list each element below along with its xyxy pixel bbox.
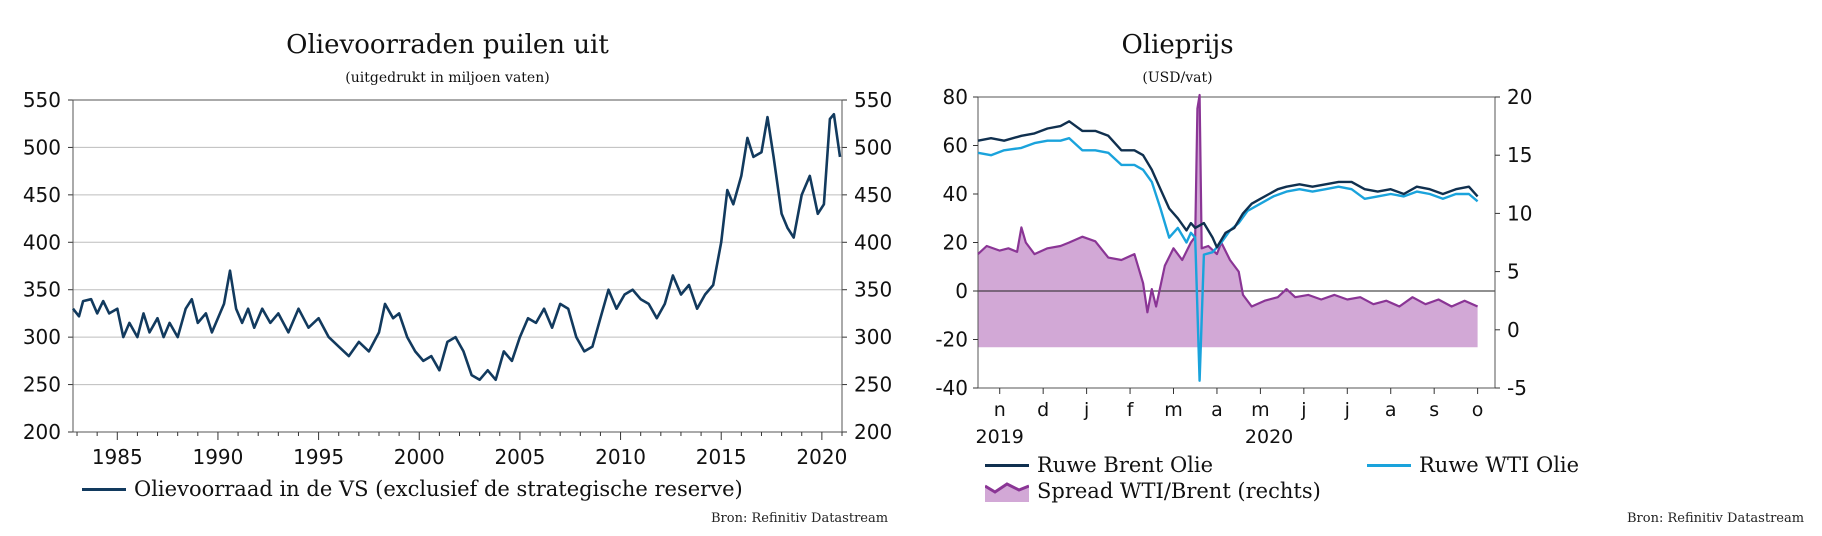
- y-tick-label-right: 20: [1507, 85, 1532, 109]
- y-tick-label-left: 550: [23, 88, 61, 112]
- legend-swatch: [985, 463, 1029, 467]
- y-tick-label-right: 200: [854, 420, 892, 444]
- chart-svg-oil-stocks: 200 200 250 250 300 300 350 350 400 400 450 450 500 5…: [23, 88, 892, 469]
- plot-frame: [72, 99, 843, 433]
- y-tick-label-left: -40: [935, 376, 968, 400]
- chart-panel-oil-stocks: Olievoorraden puilen uit (uitgedrukt in …: [0, 0, 905, 536]
- y-tick-label-right: 5: [1507, 260, 1520, 284]
- legend-item-spread: Spread WTI/Brent (rechts): [985, 479, 1321, 503]
- legend-swatch: [1367, 463, 1411, 467]
- chart-title: Olieprijs: [1121, 30, 1234, 60]
- x-tick-label: 2015: [696, 445, 747, 469]
- x-year-label: 2020: [1245, 426, 1293, 448]
- y-tick-label-left: 350: [23, 278, 61, 302]
- y-tick-label-left: 400: [23, 230, 61, 254]
- y-tick-label-left: 20: [943, 231, 968, 255]
- source-note: Bron: Refinitiv Datastream: [1627, 511, 1805, 526]
- chart-panel-oil-price: Olieprijs (USD/vat) -40 -20 0 20 40 60 80 -5 0 5 1…: [905, 0, 1822, 536]
- y-tick-label-right: 400: [854, 230, 892, 254]
- x-tick-label: 2010: [595, 445, 646, 469]
- legend-item-wti: Ruwe WTI Olie: [1367, 453, 1579, 477]
- y-tick-label-left: 200: [23, 420, 61, 444]
- x-month-label: a: [1211, 399, 1223, 421]
- y-tick-label-left: -20: [935, 328, 968, 352]
- y-tick-label-right: 250: [854, 373, 892, 397]
- legend-label: Spread WTI/Brent (rechts): [1037, 479, 1321, 503]
- x-month-label: j: [1300, 399, 1306, 421]
- chart-svg-oil-price: -40 -20 0 20 40 60 80 -5 0 5 10 15 20 n d j f m a m j j a s o 201…: [935, 85, 1532, 448]
- x-month-label: a: [1385, 399, 1397, 421]
- legend-swatch: [82, 487, 126, 491]
- y-tick-label-right: 550: [854, 88, 892, 112]
- legend-item-brent: Ruwe Brent Olie: [985, 453, 1213, 477]
- chart-subtitle: (USD/vat): [1142, 70, 1213, 86]
- x-month-label: j: [1344, 399, 1350, 421]
- series-line-oil-stocks: [71, 112, 842, 382]
- x-tick-label: 2000: [394, 445, 445, 469]
- x-month-label: s: [1429, 399, 1439, 421]
- x-month-label: m: [1251, 399, 1270, 421]
- x-tick-label: 2005: [494, 445, 545, 469]
- source-note: Bron: Refinitiv Datastream: [711, 511, 889, 526]
- legend-label: Ruwe Brent Olie: [1037, 453, 1214, 477]
- x-tick-label: 1985: [92, 445, 143, 469]
- legend-label: Ruwe WTI Olie: [1419, 453, 1580, 477]
- legend-oil-stocks: Olievoorraad in de VS (exclusief de stra…: [82, 477, 743, 501]
- y-tick-label-left: 250: [23, 373, 61, 397]
- series-line-brent: [977, 120, 1479, 249]
- series-area-spread: [978, 95, 1478, 348]
- y-tick-label-left: 500: [23, 135, 61, 159]
- legend-label: Olievoorraad in de VS (exclusief de stra…: [134, 477, 743, 501]
- chart-title: Olievoorraden puilen uit: [286, 30, 609, 60]
- x-tick-label: 1995: [293, 445, 344, 469]
- series-line-spread: [977, 93, 1479, 314]
- legend-swatch-spread: [985, 482, 1029, 502]
- y-tick-label-right: 0: [1507, 318, 1520, 342]
- x-month-label: n: [994, 399, 1006, 421]
- x-month-label: o: [1472, 399, 1484, 421]
- x-month-label: d: [1037, 399, 1049, 421]
- series-line-wti: [977, 136, 1479, 382]
- x-tick-label: 2020: [796, 445, 847, 469]
- y-tick-label-right: 15: [1507, 143, 1532, 167]
- y-tick-label-left: 450: [23, 183, 61, 207]
- x-month-label: f: [1127, 399, 1135, 421]
- y-tick-label-left: 40: [943, 182, 968, 206]
- y-tick-label-right: -5: [1507, 376, 1527, 400]
- chart-subtitle: (uitgedrukt in miljoen vaten): [345, 70, 550, 86]
- x-month-label: m: [1164, 399, 1183, 421]
- y-tick-label-left: 300: [23, 325, 61, 349]
- y-tick-label-right: 450: [854, 183, 892, 207]
- y-tick-label-right: 300: [854, 325, 892, 349]
- y-tick-label-right: 350: [854, 278, 892, 302]
- y-tick-label-right: 10: [1507, 201, 1532, 225]
- y-tick-label-left: 0: [955, 279, 968, 303]
- x-month-label: j: [1083, 399, 1089, 421]
- y-tick-label-left: 60: [943, 134, 968, 158]
- y-tick-label-left: 80: [943, 85, 968, 109]
- y-tick-label-right: 500: [854, 135, 892, 159]
- x-year-label: 2019: [976, 426, 1024, 448]
- x-tick-label: 1990: [192, 445, 243, 469]
